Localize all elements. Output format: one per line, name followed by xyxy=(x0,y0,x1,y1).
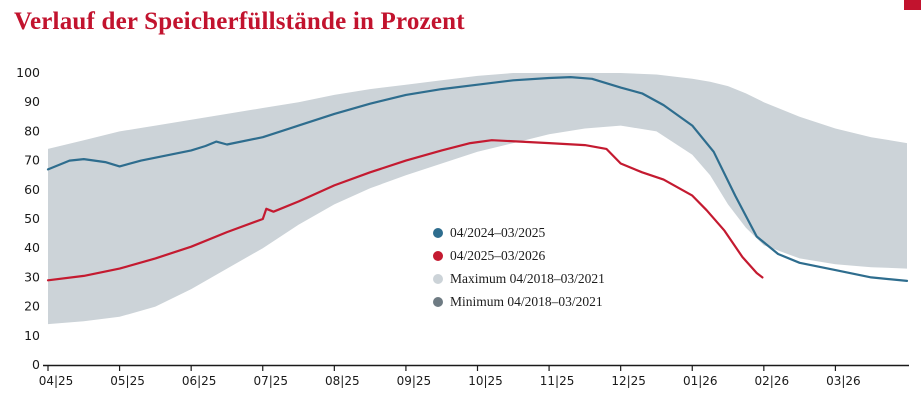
legend-dot-icon xyxy=(433,296,443,307)
series-line-blue xyxy=(46,76,909,282)
y-tick-label: 20 xyxy=(24,299,40,314)
legend-item: 04/2025–03/2026 xyxy=(433,244,605,267)
legend-item: 04/2024–03/2025 xyxy=(433,221,605,244)
y-tick-label: 90 xyxy=(24,94,40,109)
legend-dot-icon xyxy=(433,250,443,261)
legend-label: Maximum 04/2018–03/2021 xyxy=(450,270,605,286)
x-tick-label: 04|25 xyxy=(39,374,74,388)
brand-mark xyxy=(904,0,921,10)
x-tick-label: 03|26 xyxy=(826,374,861,388)
y-tick-label: 60 xyxy=(24,182,40,197)
x-tick-label: 01|26 xyxy=(683,374,718,388)
x-tick-label: 02|26 xyxy=(755,374,790,388)
legend-dot-icon xyxy=(433,273,443,284)
x-tick-label: 09|25 xyxy=(397,374,432,388)
y-tick-label: 0 xyxy=(32,357,40,372)
x-tick-label: 12|25 xyxy=(611,374,646,388)
x-tick-label: 11|25 xyxy=(540,374,575,388)
y-tick-label: 50 xyxy=(24,211,40,226)
y-tick-label: 70 xyxy=(24,153,40,168)
legend-item: Minimum 04/2018–03/2021 xyxy=(433,290,605,313)
y-tick-label: 10 xyxy=(24,328,40,343)
x-tick-label: 05|25 xyxy=(110,374,145,388)
legend-item: Maximum 04/2018–03/2021 xyxy=(433,267,605,290)
y-tick-label: 40 xyxy=(24,240,40,255)
legend-label: 04/2024–03/2025 xyxy=(450,224,546,240)
series-line-red xyxy=(46,139,764,282)
chart-legend: 04/2024–03/2025 04/2025–03/2026 Maximum 04… xyxy=(433,221,605,313)
y-tick-label: 80 xyxy=(24,123,40,138)
band-min-max xyxy=(48,73,907,325)
x-tick-label: 06|25 xyxy=(182,374,217,388)
legend-label: 04/2025–03/2026 xyxy=(450,247,546,263)
x-tick-label: 10|25 xyxy=(468,374,503,388)
legend-label: Minimum 04/2018–03/2021 xyxy=(450,293,603,309)
legend-dot-icon xyxy=(433,227,443,238)
x-tick-label: 08|25 xyxy=(325,374,360,388)
y-tick-label: 100 xyxy=(16,65,40,80)
y-tick-label: 30 xyxy=(24,269,40,284)
x-tick-label: 07|25 xyxy=(253,374,288,388)
chart-title: Verlauf der Speicherfüllstände in Prozen… xyxy=(14,8,465,35)
